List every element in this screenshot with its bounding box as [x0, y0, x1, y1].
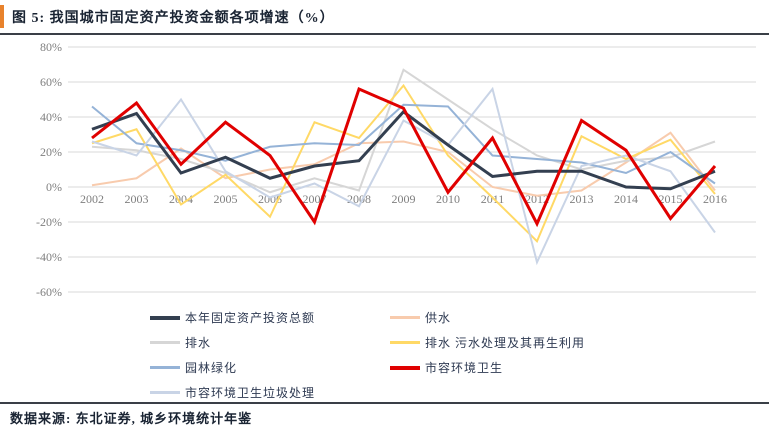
- legend-swatch: [390, 341, 420, 344]
- legend-item: 供水: [390, 309, 451, 326]
- title-accent-bar: [0, 5, 4, 28]
- y-axis-tick-label: -20%: [36, 215, 62, 229]
- y-axis-tick-label: 0%: [46, 180, 62, 194]
- legend-swatch: [150, 315, 180, 320]
- x-axis-tick-label: 2014: [614, 192, 638, 206]
- legend-label: 本年固定资产投资总额: [185, 311, 316, 325]
- legend-label: 市容环境卫生垃圾处理: [185, 386, 316, 400]
- series-line: [91, 86, 716, 266]
- x-axis-tick-label: 2005: [214, 192, 238, 206]
- legend-item: 本年固定资产投资总额: [150, 309, 315, 326]
- legend-label: 排水 污水处理及其再生利用: [425, 336, 586, 350]
- data-source-text: 数据来源: 东北证券, 城乡环境统计年鉴: [10, 411, 253, 426]
- data-source: 数据来源: 东北证券, 城乡环境统计年鉴: [10, 408, 252, 427]
- y-axis-tick-label: 60%: [40, 75, 62, 89]
- x-axis-tick-label: 2009: [392, 192, 416, 206]
- y-axis-tick-label: -40%: [36, 250, 62, 264]
- legend-item: 排水 污水处理及其再生利用: [390, 334, 585, 351]
- legend-swatch: [390, 316, 420, 319]
- legend-swatch: [150, 391, 180, 394]
- y-axis-tick-label: -60%: [36, 285, 62, 299]
- legend-label: 园林绿化: [185, 361, 238, 375]
- legend-label: 供水: [425, 311, 452, 325]
- legend-label: 市容环境卫生: [425, 361, 504, 375]
- legend-item: 市容环境卫生: [390, 359, 503, 376]
- series-line: [91, 109, 716, 191]
- source-divider: [0, 402, 769, 404]
- series-line: [91, 103, 716, 185]
- x-axis-tick-label: 2002: [80, 192, 104, 206]
- legend-item: 园林绿化: [150, 359, 237, 376]
- x-axis-tick-label: 2003: [125, 192, 149, 206]
- line-chart: 80%60%40%20%0%-20%-40%-60%2002 2003 2004 20…: [36, 40, 756, 299]
- x-axis-tick-label: 2016: [703, 192, 727, 206]
- legend-label: 排水: [185, 336, 212, 350]
- legend-swatch: [150, 341, 180, 344]
- legend-item: 排水: [150, 334, 211, 351]
- x-axis-tick-label: 2015: [659, 192, 683, 206]
- legend-swatch: [150, 366, 180, 369]
- y-axis-tick-label: 80%: [40, 40, 62, 54]
- series-line: [91, 68, 716, 194]
- series-line: [91, 86, 717, 228]
- figure-title: 图 5: 我国城市固定资产投资金额各项增速（%）: [12, 11, 335, 26]
- legend-item: 市容环境卫生垃圾处理: [150, 384, 315, 401]
- x-axis-tick-label: 2008: [347, 192, 371, 206]
- legend-swatch: [390, 365, 420, 370]
- y-axis-tick-label: 20%: [40, 145, 62, 159]
- x-axis-tick-label: 2011: [481, 192, 505, 206]
- x-axis-tick-label: 2010: [436, 192, 460, 206]
- series-line: [91, 83, 716, 243]
- series-line: [91, 131, 716, 197]
- x-axis-tick-label: 2013: [570, 192, 594, 206]
- title-divider: [0, 33, 769, 35]
- y-axis-tick-label: 40%: [40, 110, 62, 124]
